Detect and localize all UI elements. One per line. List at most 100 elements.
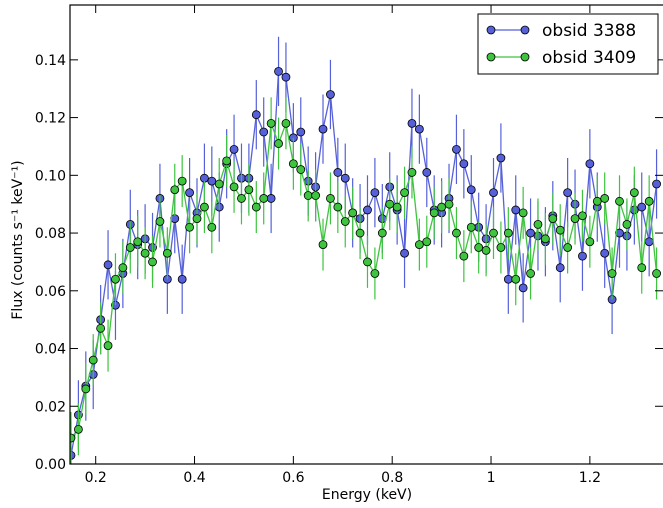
data-point	[496, 243, 506, 252]
data-point	[407, 118, 417, 128]
data-point	[259, 127, 269, 137]
y-tick-label: 0.02	[35, 399, 66, 415]
data-point	[207, 222, 217, 232]
data-point	[622, 219, 632, 229]
data-point	[600, 248, 610, 258]
data-point	[503, 274, 513, 284]
data-point	[466, 185, 476, 195]
data-point	[385, 199, 395, 209]
data-point	[370, 188, 380, 198]
data-point	[355, 228, 365, 238]
x-tick-label: 0.2	[85, 470, 107, 486]
data-point	[200, 173, 209, 183]
data-point	[496, 153, 506, 163]
legend-marker	[486, 25, 496, 35]
y-tick-label: 0.12	[35, 111, 66, 127]
data-point	[170, 185, 180, 195]
data-point	[177, 274, 187, 284]
data-point	[133, 237, 143, 247]
data-point	[363, 205, 372, 215]
data-point	[207, 176, 217, 186]
data-point	[288, 159, 298, 169]
data-point	[444, 199, 454, 209]
legend: obsid 3388 obsid 3409	[477, 13, 659, 75]
data-point	[326, 194, 335, 203]
y-tick-label: 0.00	[35, 457, 66, 473]
data-point	[414, 124, 424, 134]
data-point	[392, 202, 402, 212]
data-point	[585, 159, 595, 169]
data-point	[615, 228, 624, 238]
data-point	[281, 72, 291, 82]
data-point	[548, 214, 558, 224]
data-point	[296, 127, 306, 137]
data-point	[578, 211, 587, 221]
data-point	[148, 257, 157, 267]
x-axis-label: Energy (keV)	[322, 487, 412, 503]
data-point	[318, 240, 328, 250]
data-point	[74, 424, 83, 434]
plot-area	[70, 36, 661, 464]
legend-box	[477, 13, 659, 75]
y-tick-label: 0.04	[35, 342, 66, 358]
data-point	[200, 202, 209, 212]
series-line	[70, 70, 658, 456]
data-point	[303, 191, 313, 200]
data-point	[452, 228, 461, 238]
data-point	[518, 283, 528, 293]
data-point	[474, 243, 484, 252]
data-point	[162, 248, 172, 258]
legend-marker	[520, 25, 530, 35]
x-tick-label: 0.4	[183, 470, 205, 486]
data-point	[533, 219, 543, 229]
legend-marker	[486, 52, 496, 62]
data-point	[407, 168, 417, 177]
data-point	[540, 234, 550, 244]
data-point	[111, 274, 120, 284]
data-point	[88, 355, 98, 365]
data-point	[229, 182, 239, 192]
data-point	[481, 245, 491, 255]
data-point	[615, 196, 624, 206]
data-point	[414, 240, 424, 250]
data-point	[229, 144, 239, 154]
data-point	[340, 217, 350, 226]
data-point	[526, 269, 535, 278]
data-point	[518, 208, 528, 218]
y-tick-label: 0.14	[35, 53, 66, 69]
data-point	[185, 222, 194, 232]
data-point	[459, 159, 469, 169]
data-point	[103, 260, 113, 270]
data-point	[652, 269, 661, 278]
data-point	[326, 90, 335, 99]
legend-label: obsid 3388	[542, 21, 636, 41]
data-point	[629, 188, 639, 198]
data-point	[578, 251, 587, 261]
data-point	[429, 208, 439, 218]
x-tick-label: 1	[487, 470, 496, 486]
data-point	[363, 257, 372, 267]
data-point	[489, 188, 498, 198]
data-point	[81, 384, 91, 394]
data-point	[281, 118, 291, 128]
data-point	[489, 228, 498, 238]
data-point	[452, 144, 461, 154]
data-point	[266, 118, 276, 128]
data-point	[214, 179, 224, 189]
data-point	[125, 243, 135, 252]
data-point	[526, 228, 535, 238]
data-point	[251, 202, 261, 212]
x-tick-label: 1.2	[579, 470, 601, 486]
data-point	[103, 341, 113, 351]
data-point	[555, 263, 565, 273]
data-point	[340, 173, 350, 183]
data-point	[511, 205, 521, 215]
data-point	[437, 202, 447, 212]
data-point	[237, 194, 246, 203]
data-point	[377, 228, 387, 238]
data-point	[563, 243, 573, 252]
y-axis-label: Flux (counts s⁻¹ keV⁻¹)	[10, 160, 26, 319]
data-point	[222, 156, 232, 166]
series-line	[70, 120, 658, 439]
